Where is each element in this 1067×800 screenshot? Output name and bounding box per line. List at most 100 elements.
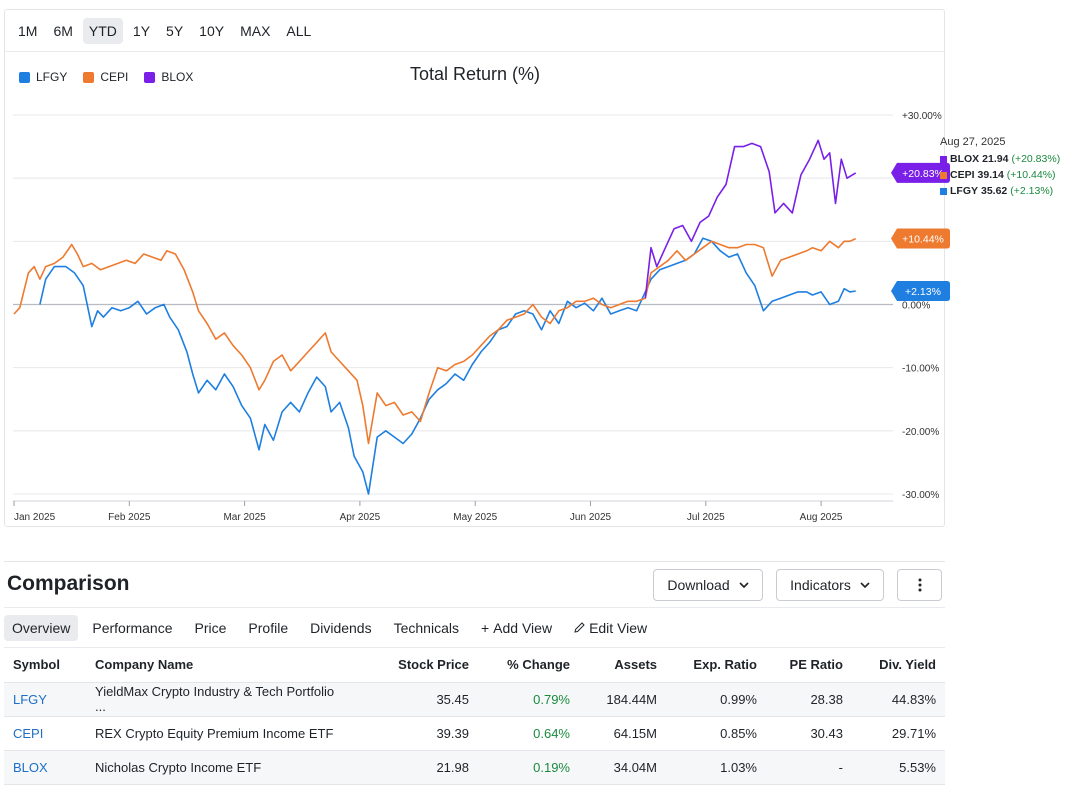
hover-change: (+10.44%) (1006, 169, 1056, 181)
add-view-label: Add View (493, 619, 553, 636)
series-line-blox (644, 139, 857, 299)
range-button-all[interactable]: ALL (286, 22, 312, 39)
edit-view-button[interactable]: Edit View (566, 615, 655, 641)
expense-ratio-cell: 0.85% (666, 716, 766, 751)
end-value-badge-cepi: +10.44% (891, 228, 950, 249)
tab-profile[interactable]: Profile (248, 619, 289, 636)
comparison-table: Symbol Company Name Stock Price % Change… (4, 648, 945, 785)
series-line-cepi (13, 237, 857, 445)
edit-view-label: Edit View (589, 619, 648, 636)
chart-legend: LFGY CEPI BLOX (19, 70, 193, 84)
stock-price-cell: 21.98 (354, 750, 478, 785)
download-label: Download (667, 577, 730, 593)
time-range-selector: 1M 6M YTD 1Y 5Y 10Y MAX ALL (5, 10, 944, 52)
badge-shape (891, 281, 950, 302)
hover-row-cepi: CEPI 39.14 (+10.44%) (940, 167, 1060, 183)
assets-cell: 64.15M (579, 716, 666, 751)
tab-technicals[interactable]: Technicals (393, 619, 459, 636)
range-button-1y[interactable]: 1Y (132, 22, 151, 39)
y-tick-label: +30.00% (902, 111, 942, 122)
hover-row-lfgy: LFGY 35.62 (+2.13%) (940, 183, 1060, 199)
hover-row-blox: BLOX 21.94 (+20.83%) (940, 151, 1060, 167)
chevron-down-icon (739, 582, 749, 588)
hover-swatch-lfgy (940, 187, 947, 195)
legend-item-cepi[interactable]: CEPI (83, 70, 128, 84)
indicators-label: Indicators (790, 577, 851, 593)
hover-symbol: CEPI (950, 169, 975, 181)
change-cell: 0.79% (478, 682, 579, 717)
assets-cell: 184.44M (579, 682, 666, 717)
company-name-cell: Nicholas Crypto Income ETF (86, 750, 354, 785)
table-row: LFGY YieldMax Crypto Industry & Tech Por… (4, 682, 945, 717)
column-header[interactable]: Symbol (4, 648, 86, 683)
company-name-cell: YieldMax Crypto Industry & Tech Portfoli… (86, 682, 354, 717)
end-value-badge-blox: +20.83% (891, 162, 950, 183)
symbol-link[interactable]: BLOX (4, 750, 86, 785)
chart-title: Total Return (%) (409, 64, 541, 84)
stock-price-cell: 39.39 (354, 716, 478, 751)
indicators-button[interactable]: Indicators (776, 569, 884, 601)
range-button-5y[interactable]: 5Y (166, 22, 184, 39)
column-header[interactable]: Exp. Ratio (666, 648, 766, 683)
hover-swatch-cepi (940, 171, 947, 179)
y-tick-label: -10.00% (902, 364, 939, 375)
x-tick-label: Feb 2025 (108, 512, 151, 523)
chevron-down-icon (860, 582, 870, 588)
hover-change: (+20.83%) (1011, 153, 1061, 165)
table-header-row: Symbol Company Name Stock Price % Change… (4, 648, 945, 683)
column-header[interactable]: Stock Price (354, 648, 478, 683)
x-tick-label: May 2025 (453, 512, 497, 523)
symbol-link[interactable]: CEPI (4, 716, 86, 751)
range-button-6m[interactable]: 6M (53, 22, 73, 39)
add-view-button[interactable]: + Add View (473, 615, 560, 641)
chart-plot[interactable]: +30.00%+20.00%+10.00%0.00%-10.00%-20.00%… (5, 10, 950, 527)
hover-tooltip: Aug 27, 2025 BLOX 21.94 (+20.83%) CEPI 3… (940, 134, 1060, 199)
expense-ratio-cell: 1.03% (666, 750, 766, 785)
pe-ratio-cell: 28.38 (766, 682, 852, 717)
badge-shape (891, 162, 950, 183)
legend-item-lfgy[interactable]: LFGY (19, 70, 67, 84)
badge-label: +20.83% (902, 168, 944, 180)
y-tick-label: -20.00% (902, 427, 939, 438)
column-header[interactable]: PE Ratio (766, 648, 852, 683)
dividend-yield-cell: 5.53% (852, 750, 945, 785)
column-header[interactable]: Div. Yield (852, 648, 945, 683)
end-value-badge-lfgy: +2.13% (891, 281, 950, 302)
dividend-yield-cell: 29.71% (852, 716, 945, 751)
range-button-10y[interactable]: 10Y (199, 22, 225, 39)
pe-ratio-cell: - (766, 750, 852, 785)
legend-item-blox[interactable]: BLOX (144, 70, 193, 84)
y-tick-label: 0.00% (902, 301, 930, 312)
series-line-lfgy (39, 237, 856, 495)
download-button[interactable]: Download (653, 569, 763, 601)
range-button-1m[interactable]: 1M (18, 22, 38, 39)
pencil-icon (574, 621, 585, 633)
table-row: BLOX Nicholas Crypto Income ETF 21.98 0.… (4, 750, 945, 785)
tab-dividends[interactable]: Dividends (310, 619, 372, 636)
comparison-title: Comparison (7, 572, 130, 595)
x-tick-label: Jan 2025 (14, 512, 56, 523)
dividend-yield-cell: 44.83% (852, 682, 945, 717)
badge-label: +2.13% (905, 286, 941, 298)
change-cell: 0.19% (478, 750, 579, 785)
range-button-max[interactable]: MAX (240, 22, 271, 39)
hover-symbol: LFGY (950, 185, 978, 197)
hover-change: (+2.13%) (1010, 185, 1054, 197)
range-button-ytd[interactable]: YTD (82, 17, 123, 44)
company-name-cell: REX Crypto Equity Premium Income ETF (86, 716, 354, 751)
badge-label: +10.44% (902, 234, 944, 246)
table-row: CEPI REX Crypto Equity Premium Income ET… (4, 716, 945, 751)
column-header[interactable]: % Change (478, 648, 579, 683)
tab-overview[interactable]: Overview (4, 614, 79, 641)
more-options-button[interactable] (897, 569, 942, 601)
x-tick-label: Aug 2025 (800, 512, 843, 523)
badge-shape (891, 228, 950, 249)
tab-performance[interactable]: Performance (92, 619, 173, 636)
symbol-link[interactable]: LFGY (4, 682, 86, 717)
hover-date: Aug 27, 2025 (940, 136, 1006, 148)
column-header[interactable]: Company Name (86, 648, 354, 683)
tab-price[interactable]: Price (194, 619, 227, 636)
legend-swatch-lfgy (19, 71, 30, 83)
hover-price: 21.94 (982, 153, 1009, 165)
column-header[interactable]: Assets (579, 648, 666, 683)
